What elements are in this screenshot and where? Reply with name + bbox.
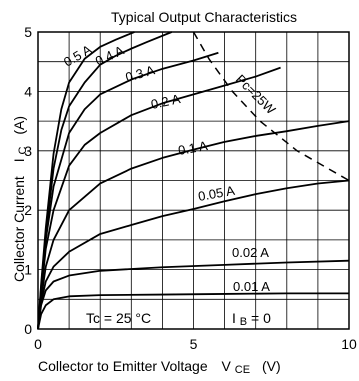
y-axis-label: Collector Current I C (A) (11, 116, 29, 282)
curve-group (37, 31, 350, 330)
grid-lines (37, 31, 350, 330)
series-label-0.4A: 0.4 A (93, 42, 126, 68)
series-label-0.5A: 0.5 A (61, 42, 94, 70)
series-label-0.01A: 0.01 A (233, 279, 270, 294)
curve-ib-0.01A (37, 292, 349, 330)
x-axis-unit: (V) (262, 358, 281, 374)
curve-ib-0.5A (37, 31, 135, 330)
y-tick-label: 0 (24, 321, 32, 337)
x-axis-symbol: V (222, 358, 232, 374)
y-axis-unit: (A) (11, 116, 27, 135)
y-tick-label: 2 (24, 202, 32, 218)
y-tick-labels: 0 1 2 3 4 5 (24, 24, 32, 337)
curve-ib-0.05A (37, 179, 350, 330)
y-axis-symbol: I (11, 158, 27, 162)
x-axis-label: Collector to Emitter Voltage V CE (V) (38, 358, 281, 376)
y-axis-subscript: C (17, 147, 29, 155)
series-label-0.05A: 0.05 A (197, 183, 236, 204)
y-tick-label: 5 (24, 24, 32, 40)
x-tick-labels: 0 5 10 (34, 336, 357, 352)
series-label-0.02A: 0.02 A (232, 245, 269, 260)
chart-title: Typical Output Characteristics (111, 9, 297, 25)
ib-subscript: B (240, 316, 247, 328)
x-tick-label: 0 (34, 336, 42, 352)
curve-ib-0.1A (37, 120, 350, 330)
base-current-label: I B = 0 (232, 310, 271, 328)
y-axis-label-text: Collector Current (11, 176, 27, 282)
x-axis-label-text: Collector to Emitter Voltage (38, 358, 208, 374)
x-axis-subscript: CE (235, 364, 250, 376)
x-tick-label: 10 (341, 336, 357, 352)
series-label-0.1A: 0.1 A (177, 138, 209, 158)
y-tick-label: 1 (24, 262, 32, 278)
y-tick-label: 3 (24, 143, 32, 159)
case-temperature-label: Tc = 25 °C (86, 310, 151, 326)
x-tick-label: 5 (190, 336, 198, 352)
power-limit-line (192, 31, 350, 182)
plot-frame (37, 31, 350, 330)
series-label-0.2A: 0.2 A (150, 91, 182, 112)
y-tick-label: 4 (24, 83, 32, 99)
ib-value: = 0 (251, 310, 271, 326)
series-label-0.3A: 0.3 A (124, 62, 157, 85)
curve-ib-0.02A (37, 259, 350, 330)
ib-symbol: I (232, 310, 236, 326)
